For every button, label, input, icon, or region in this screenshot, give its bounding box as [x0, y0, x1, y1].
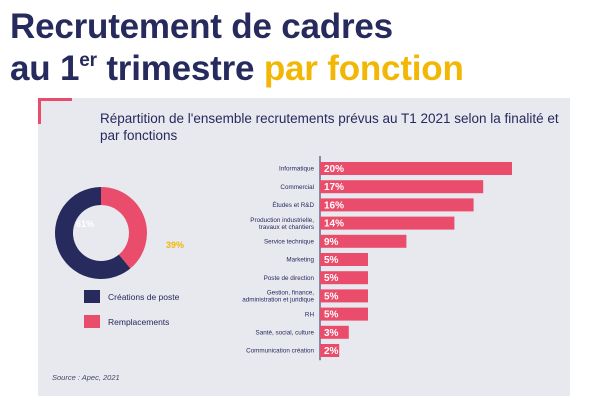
- headline: Recrutement de cadres au 1er trimestre p…: [10, 6, 590, 90]
- bar-6: [320, 271, 368, 285]
- bar-value-label-2: 16%: [324, 200, 344, 211]
- bar-value-label-1: 17%: [324, 182, 344, 193]
- corner-accent: [38, 98, 72, 124]
- bar-category-label-2: Études et R&D: [272, 200, 314, 209]
- donut-label-remplacements: 39%: [166, 240, 185, 250]
- bar-category-label-7: Gestion, finance, administration et jurid…: [242, 290, 314, 304]
- bar-category-label-4: Service technique: [264, 239, 315, 246]
- bar-category-label-line: RH: [305, 311, 315, 318]
- bar-category-label-line: travaux et chantiers: [259, 224, 314, 231]
- bar-category-label-line: Gestion, finance,: [267, 290, 315, 297]
- bar-value-label-0: 20%: [324, 164, 344, 175]
- bar-category-label-line: Santé, social, culture: [256, 330, 315, 337]
- bar-category-label-line: Communication création: [246, 348, 314, 355]
- bar-category-label-8: RH: [305, 311, 315, 318]
- chart-title: Répartition de l'ensemble recrutements p…: [100, 111, 559, 143]
- bar-4: [320, 234, 407, 248]
- bar-10: [320, 344, 340, 357]
- bar-value-label-9: 3%: [324, 328, 339, 339]
- bar-value-label-5: 5%: [324, 255, 339, 266]
- donut-slice-creations: [55, 187, 131, 279]
- bar-0: [320, 162, 512, 175]
- headline-middle: trimestre: [96, 49, 264, 88]
- headline-line-1: Recrutement de cadres: [10, 7, 393, 46]
- bar-value-label-7: 5%: [324, 291, 339, 302]
- bar-category-label-line: Service technique: [264, 239, 315, 246]
- source-note: Source : Apec, 2021: [52, 373, 120, 382]
- bar-category-label-10: Communication création: [246, 348, 314, 355]
- bar-1: [320, 180, 484, 194]
- legend-swatch-creations: [84, 290, 100, 303]
- bar-2: [320, 198, 474, 212]
- headline-line-2: au 1er trimestre par fonction: [10, 48, 590, 90]
- legend-label-creations: Créations de poste: [108, 291, 180, 302]
- headline-accent: par fonction: [263, 49, 464, 88]
- headline-prefix: au 1: [10, 49, 80, 88]
- legend-item-creations: Créations de poste: [84, 290, 179, 303]
- bar-5: [320, 253, 368, 266]
- bar-3: [320, 216, 455, 230]
- bar-category-label-3: Production industrielle, travaux et chant…: [250, 217, 314, 231]
- bar-category-label-5: Marketing: [286, 257, 314, 264]
- headline-superscript: er: [79, 50, 97, 71]
- bar-category-label-line: Marketing: [286, 257, 314, 264]
- bar-category-label-0: Informatique: [279, 166, 314, 173]
- legend-item-remplacements: Remplacements: [84, 315, 169, 328]
- bar-value-label-3: 14%: [324, 219, 344, 230]
- bar-category-label-6: Poste de direction: [264, 275, 315, 282]
- bar-value-label-10: 2%: [324, 346, 339, 357]
- donut-label-creations: 61%: [76, 219, 95, 229]
- bar-category-label-line: Poste de direction: [264, 275, 315, 282]
- bar-category-label-line: Informatique: [279, 166, 314, 173]
- bar-category-label-line: administration et juridique: [242, 297, 314, 304]
- bar-category-label-line: Production industrielle,: [250, 217, 314, 224]
- bar-value-label-8: 5%: [324, 310, 339, 321]
- bar-value-label-4: 9%: [324, 237, 339, 248]
- bar-chart: 20% Informatique 17% Commercial 16% Études et…: [242, 156, 512, 361]
- legend-label-remplacements: Remplacements: [108, 316, 170, 327]
- bar-category-label-1: Commercial: [280, 184, 314, 191]
- bar-category-label-line: Commercial: [280, 184, 314, 191]
- legend-swatch-remplacements: [84, 315, 100, 328]
- bar-category-label-line: Études et R&D: [272, 200, 314, 209]
- chart-panel: Répartition de l'ensemble recrutements p…: [38, 98, 570, 396]
- donut-slice-remplacements: [101, 187, 147, 269]
- bar-8: [320, 307, 368, 321]
- bar-7: [320, 289, 368, 303]
- bar-category-label-9: Santé, social, culture: [256, 330, 315, 337]
- bar-value-label-6: 5%: [324, 273, 339, 284]
- bar-9: [320, 325, 349, 339]
- donut-chart: [55, 187, 147, 279]
